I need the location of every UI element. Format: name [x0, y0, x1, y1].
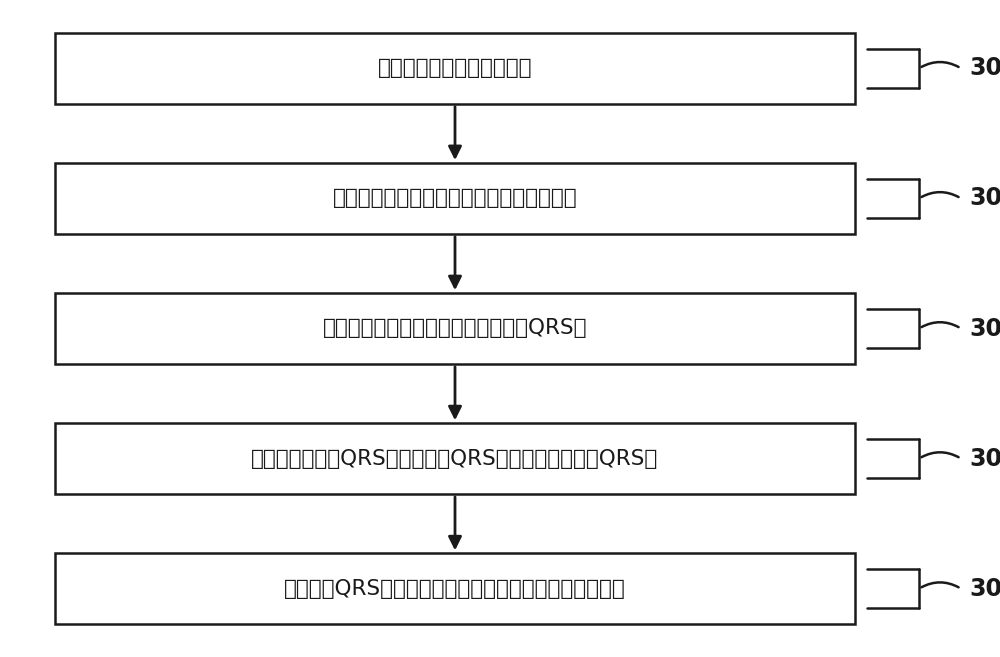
Text: 305: 305 — [969, 577, 1000, 600]
Text: 基于目标QRS波检测心电信号片段是否发生心律失常事件: 基于目标QRS波检测心电信号片段是否发生心律失常事件 — [284, 579, 626, 599]
Text: 302: 302 — [969, 187, 1000, 210]
Text: 301: 301 — [969, 57, 1000, 80]
Bar — [55, 423, 855, 494]
Text: 从心电监测仪获取心电信号: 从心电监测仪获取心电信号 — [378, 58, 532, 78]
Bar — [55, 553, 855, 624]
Text: 303: 303 — [969, 317, 1000, 340]
Bar — [55, 33, 855, 104]
Text: 在心电信号中截取预设时长的心电信号片段: 在心电信号中截取预设时长的心电信号片段 — [333, 189, 577, 208]
Text: 在心电信号片段中确定至少一个候选QRS波: 在心电信号片段中确定至少一个候选QRS波 — [323, 319, 587, 338]
Bar — [55, 293, 855, 364]
Bar — [55, 163, 855, 234]
Text: 304: 304 — [969, 447, 1000, 470]
Text: 将至少一个候选QRS波中的噪声QRS波去除，得到目标QRS波: 将至少一个候选QRS波中的噪声QRS波去除，得到目标QRS波 — [251, 449, 659, 468]
